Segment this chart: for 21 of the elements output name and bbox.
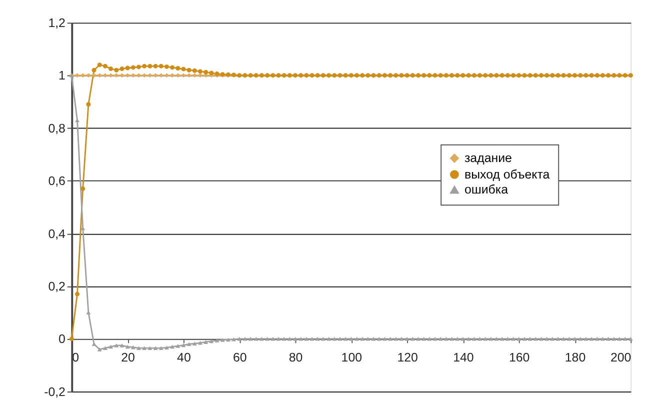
y-tick-label: 0,4 xyxy=(48,226,66,241)
x-tick-label: 140 xyxy=(453,350,474,364)
x-tick-label: 60 xyxy=(232,350,247,364)
y-tick-label: -0,2 xyxy=(44,384,66,399)
y-tick-label: 1 xyxy=(58,68,66,83)
x-tick-label: 20 xyxy=(121,350,136,364)
y-tick-label: 0,6 xyxy=(48,174,66,188)
y-tick-label: 0,2 xyxy=(48,279,66,294)
x-tick-label: 180 xyxy=(564,350,586,364)
x-tick-label: 100 xyxy=(341,350,362,364)
x-tick-label: 80 xyxy=(288,350,303,364)
y-tick-label: 0 xyxy=(58,332,66,346)
x-tick-label: 40 xyxy=(177,350,191,364)
x-tick-label: 120 xyxy=(397,350,418,364)
x-tick-label: 160 xyxy=(508,350,530,364)
x-tick-label: 200 xyxy=(610,350,632,364)
legend-label: выход объекта xyxy=(464,167,550,182)
legend-label: ошибка xyxy=(464,182,508,197)
y-tick-label: 1,2 xyxy=(48,16,66,30)
legend-label: задание xyxy=(464,151,512,166)
y-tick-label: 0,8 xyxy=(48,121,66,136)
